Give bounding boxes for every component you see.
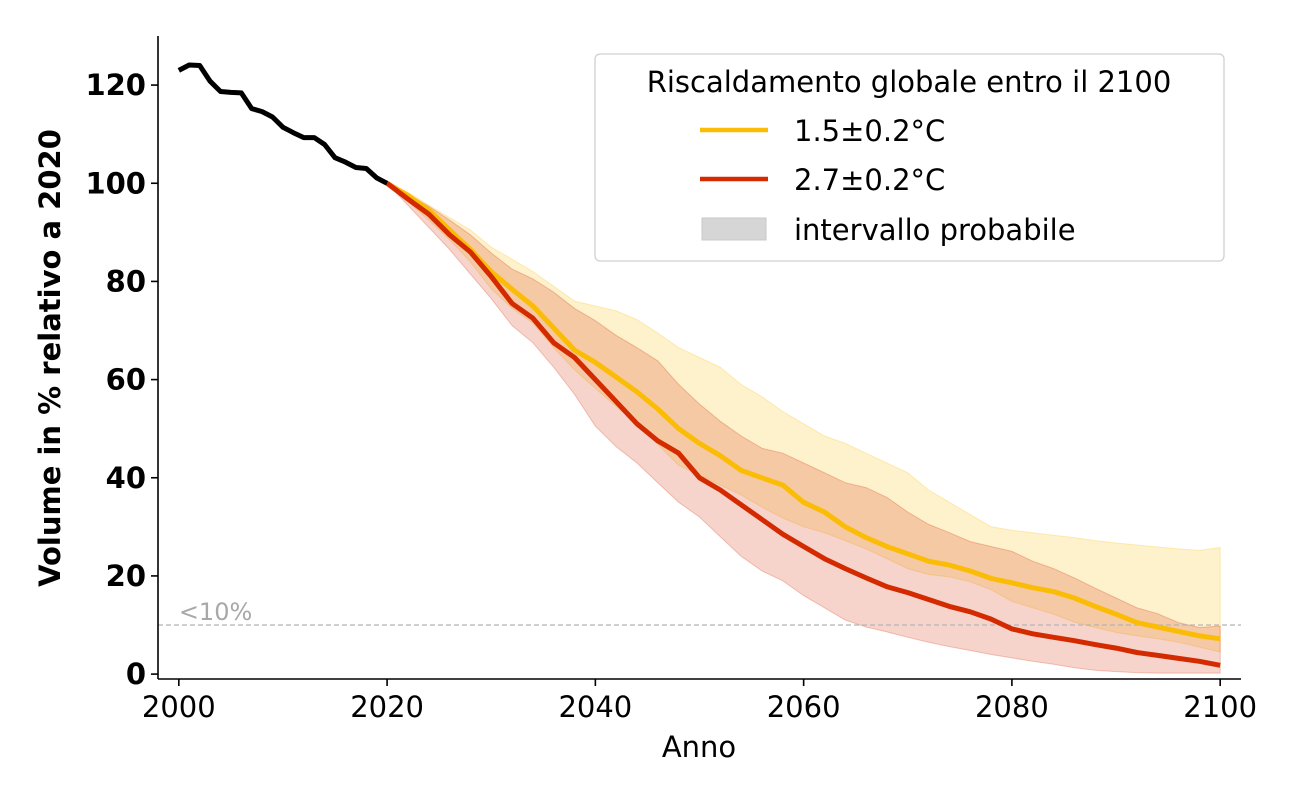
y-tick-label: 120 (85, 68, 146, 102)
legend-label-1-5: 1.5±0.2°C (794, 114, 945, 148)
y-axis-ticks: 0 20 40 60 80 100 120 (85, 68, 158, 691)
series-lines (177, 62, 1221, 668)
line-1-5 (385, 181, 1221, 642)
line-historical (177, 62, 389, 186)
y-tick-label: 20 (106, 559, 146, 593)
y-tick-label: 40 (106, 461, 146, 495)
y-tick-label: 100 (85, 166, 146, 200)
x-tick-label: 2000 (142, 690, 216, 724)
band-1-5 (386, 182, 1221, 653)
y-tick-label: 60 (106, 363, 146, 397)
threshold-label: <10% (179, 598, 252, 626)
y-tick-label: 80 (106, 264, 146, 298)
legend-title: Riscaldamento globale entro il 2100 (647, 65, 1172, 99)
legend-label-2-7: 2.7±0.2°C (794, 163, 945, 197)
legend-label-range: intervallo probabile (794, 213, 1076, 247)
y-axis-title: Volume in % relativo a 2020 (33, 129, 67, 587)
x-axis-ticks: 2000 2020 2040 2060 2080 2100 (142, 679, 1257, 724)
x-tick-label: 2060 (767, 690, 841, 724)
x-tick-label: 2020 (350, 690, 424, 724)
x-tick-label: 2100 (1183, 690, 1257, 724)
line-2-7 (385, 181, 1221, 668)
legend: Riscaldamento globale entro il 2100 1.5±… (594, 53, 1225, 262)
legend-swatch-range (701, 217, 767, 241)
legend-frame (594, 53, 1225, 262)
y-tick-label: 0 (126, 657, 146, 691)
x-tick-label: 2080 (975, 690, 1049, 724)
x-axis-title: Anno (662, 730, 736, 764)
x-tick-label: 2040 (558, 690, 632, 724)
